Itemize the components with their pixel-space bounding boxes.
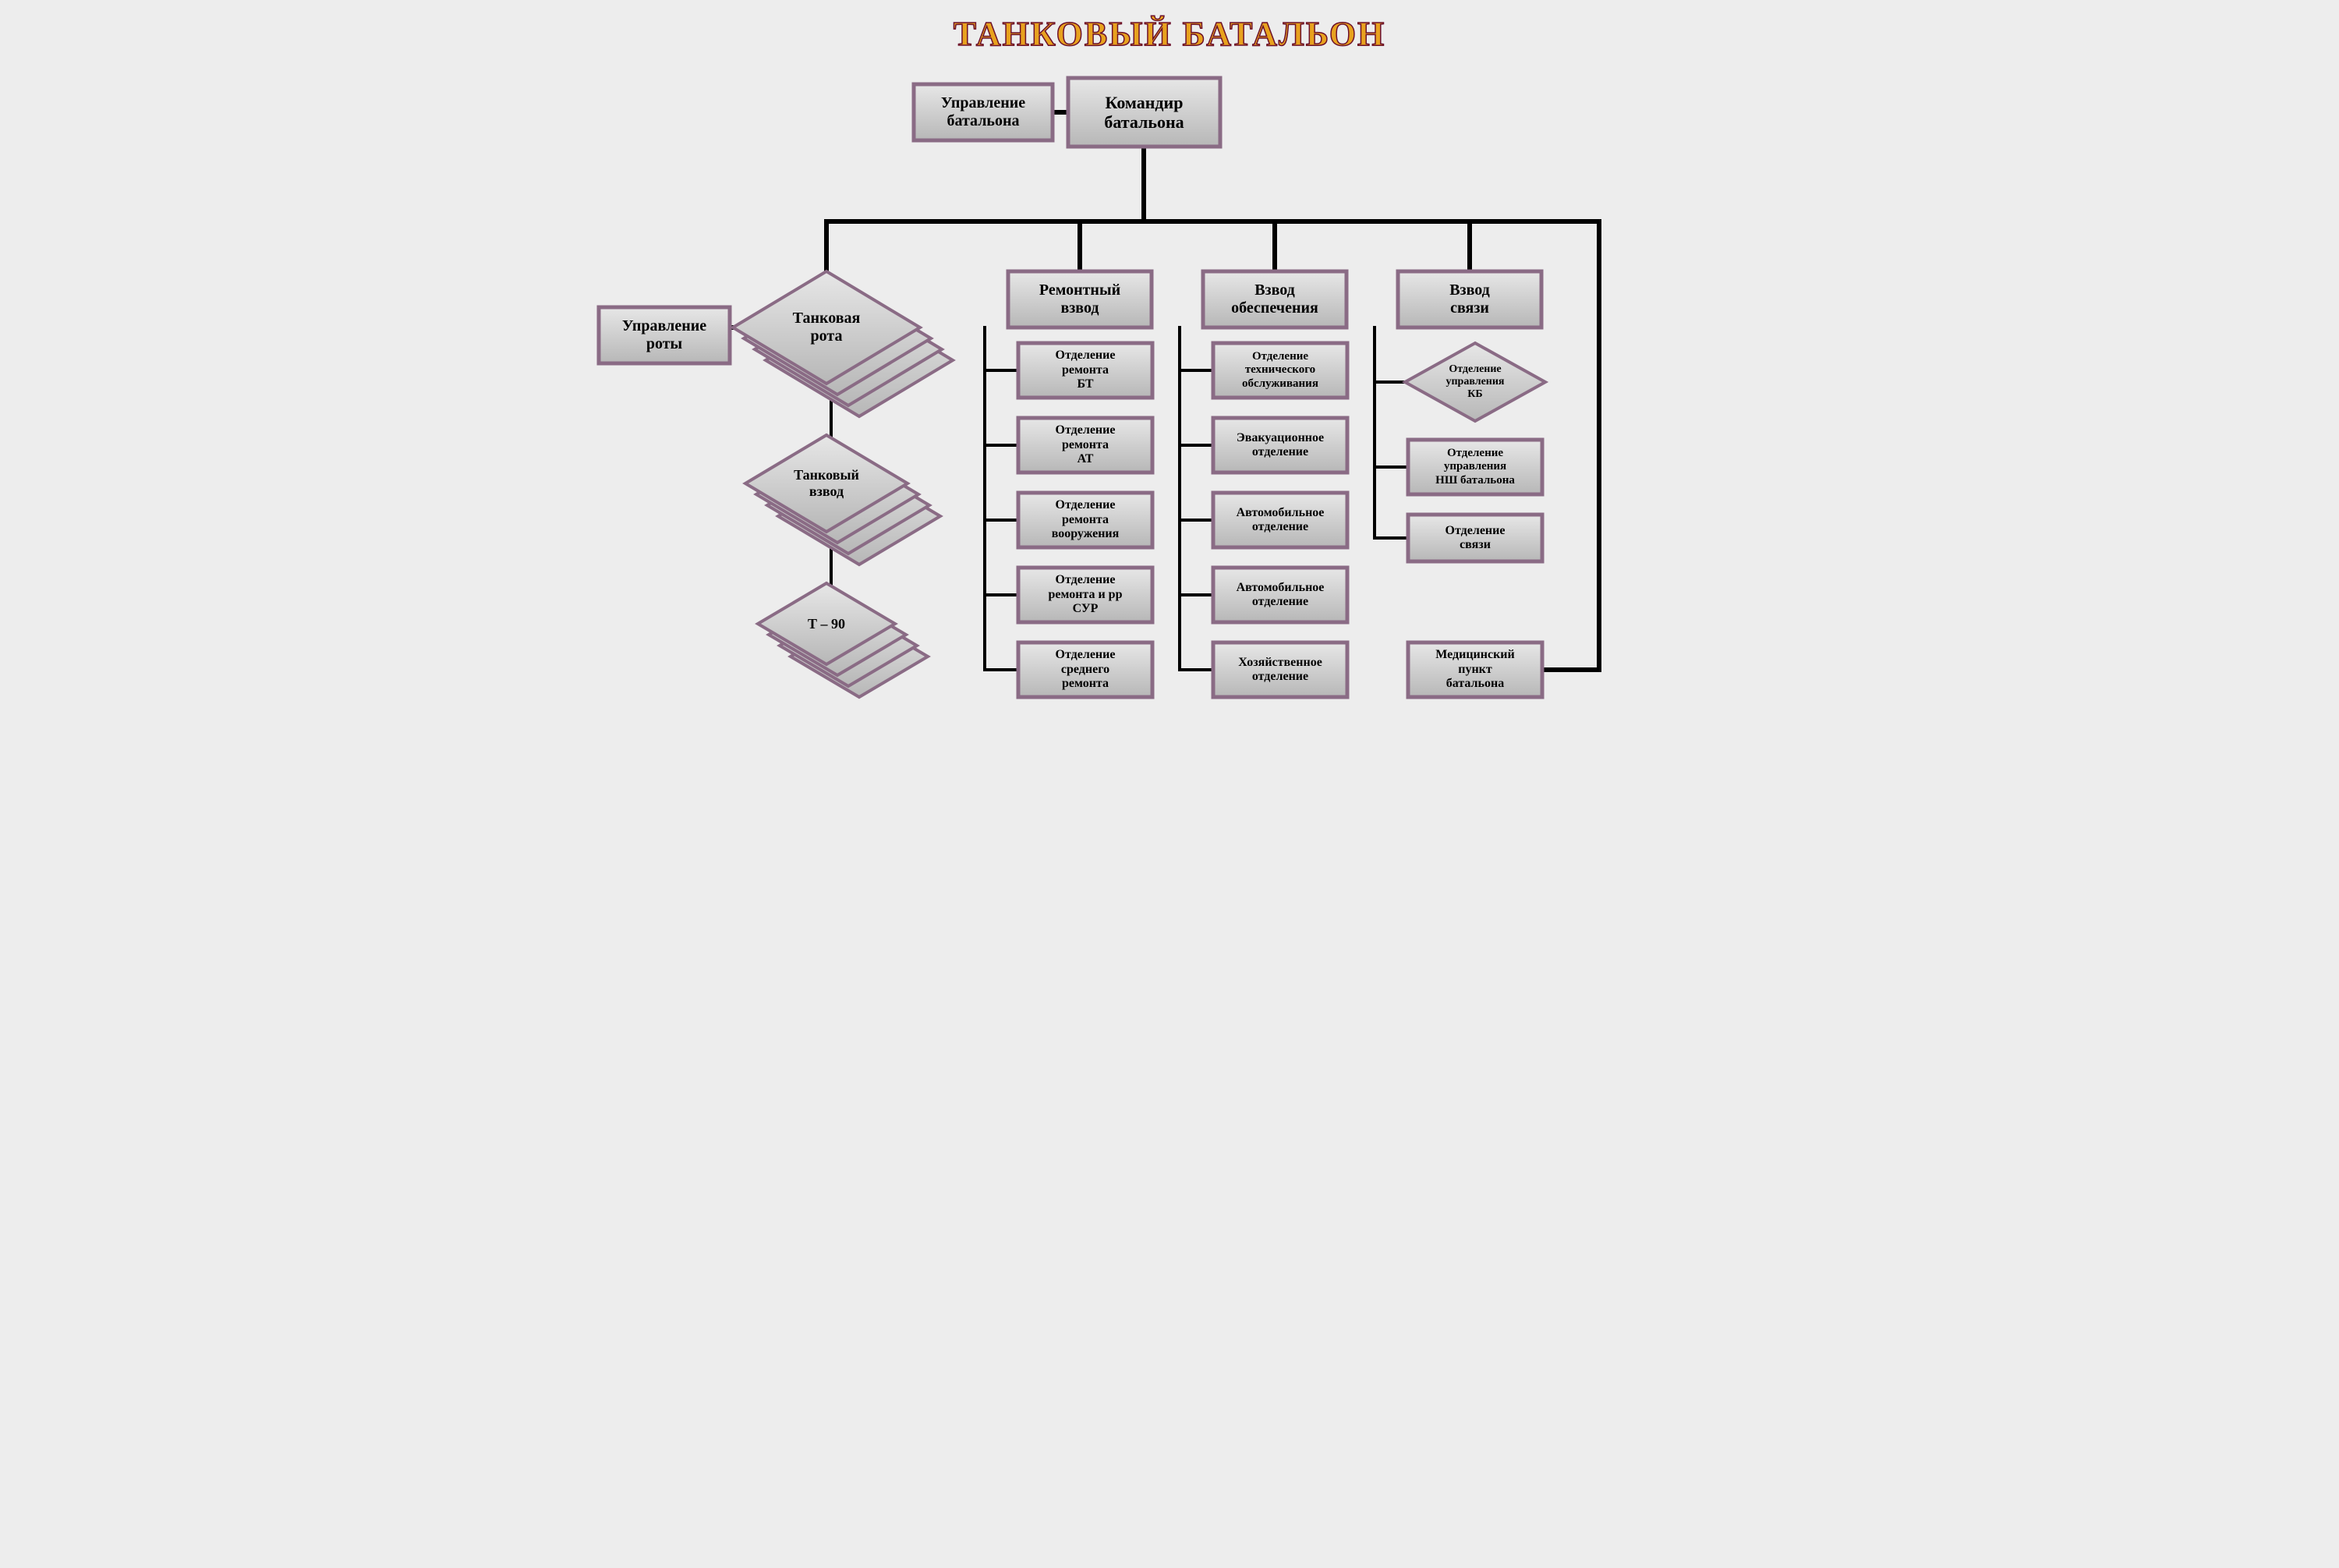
org-chart: Управление батальонаКомандир батальонаУп… — [585, 0, 1754, 784]
chart-title: ТАНКОВЫЙ БАТАЛЬОН — [585, 14, 1754, 54]
chart-svg — [585, 0, 1754, 784]
